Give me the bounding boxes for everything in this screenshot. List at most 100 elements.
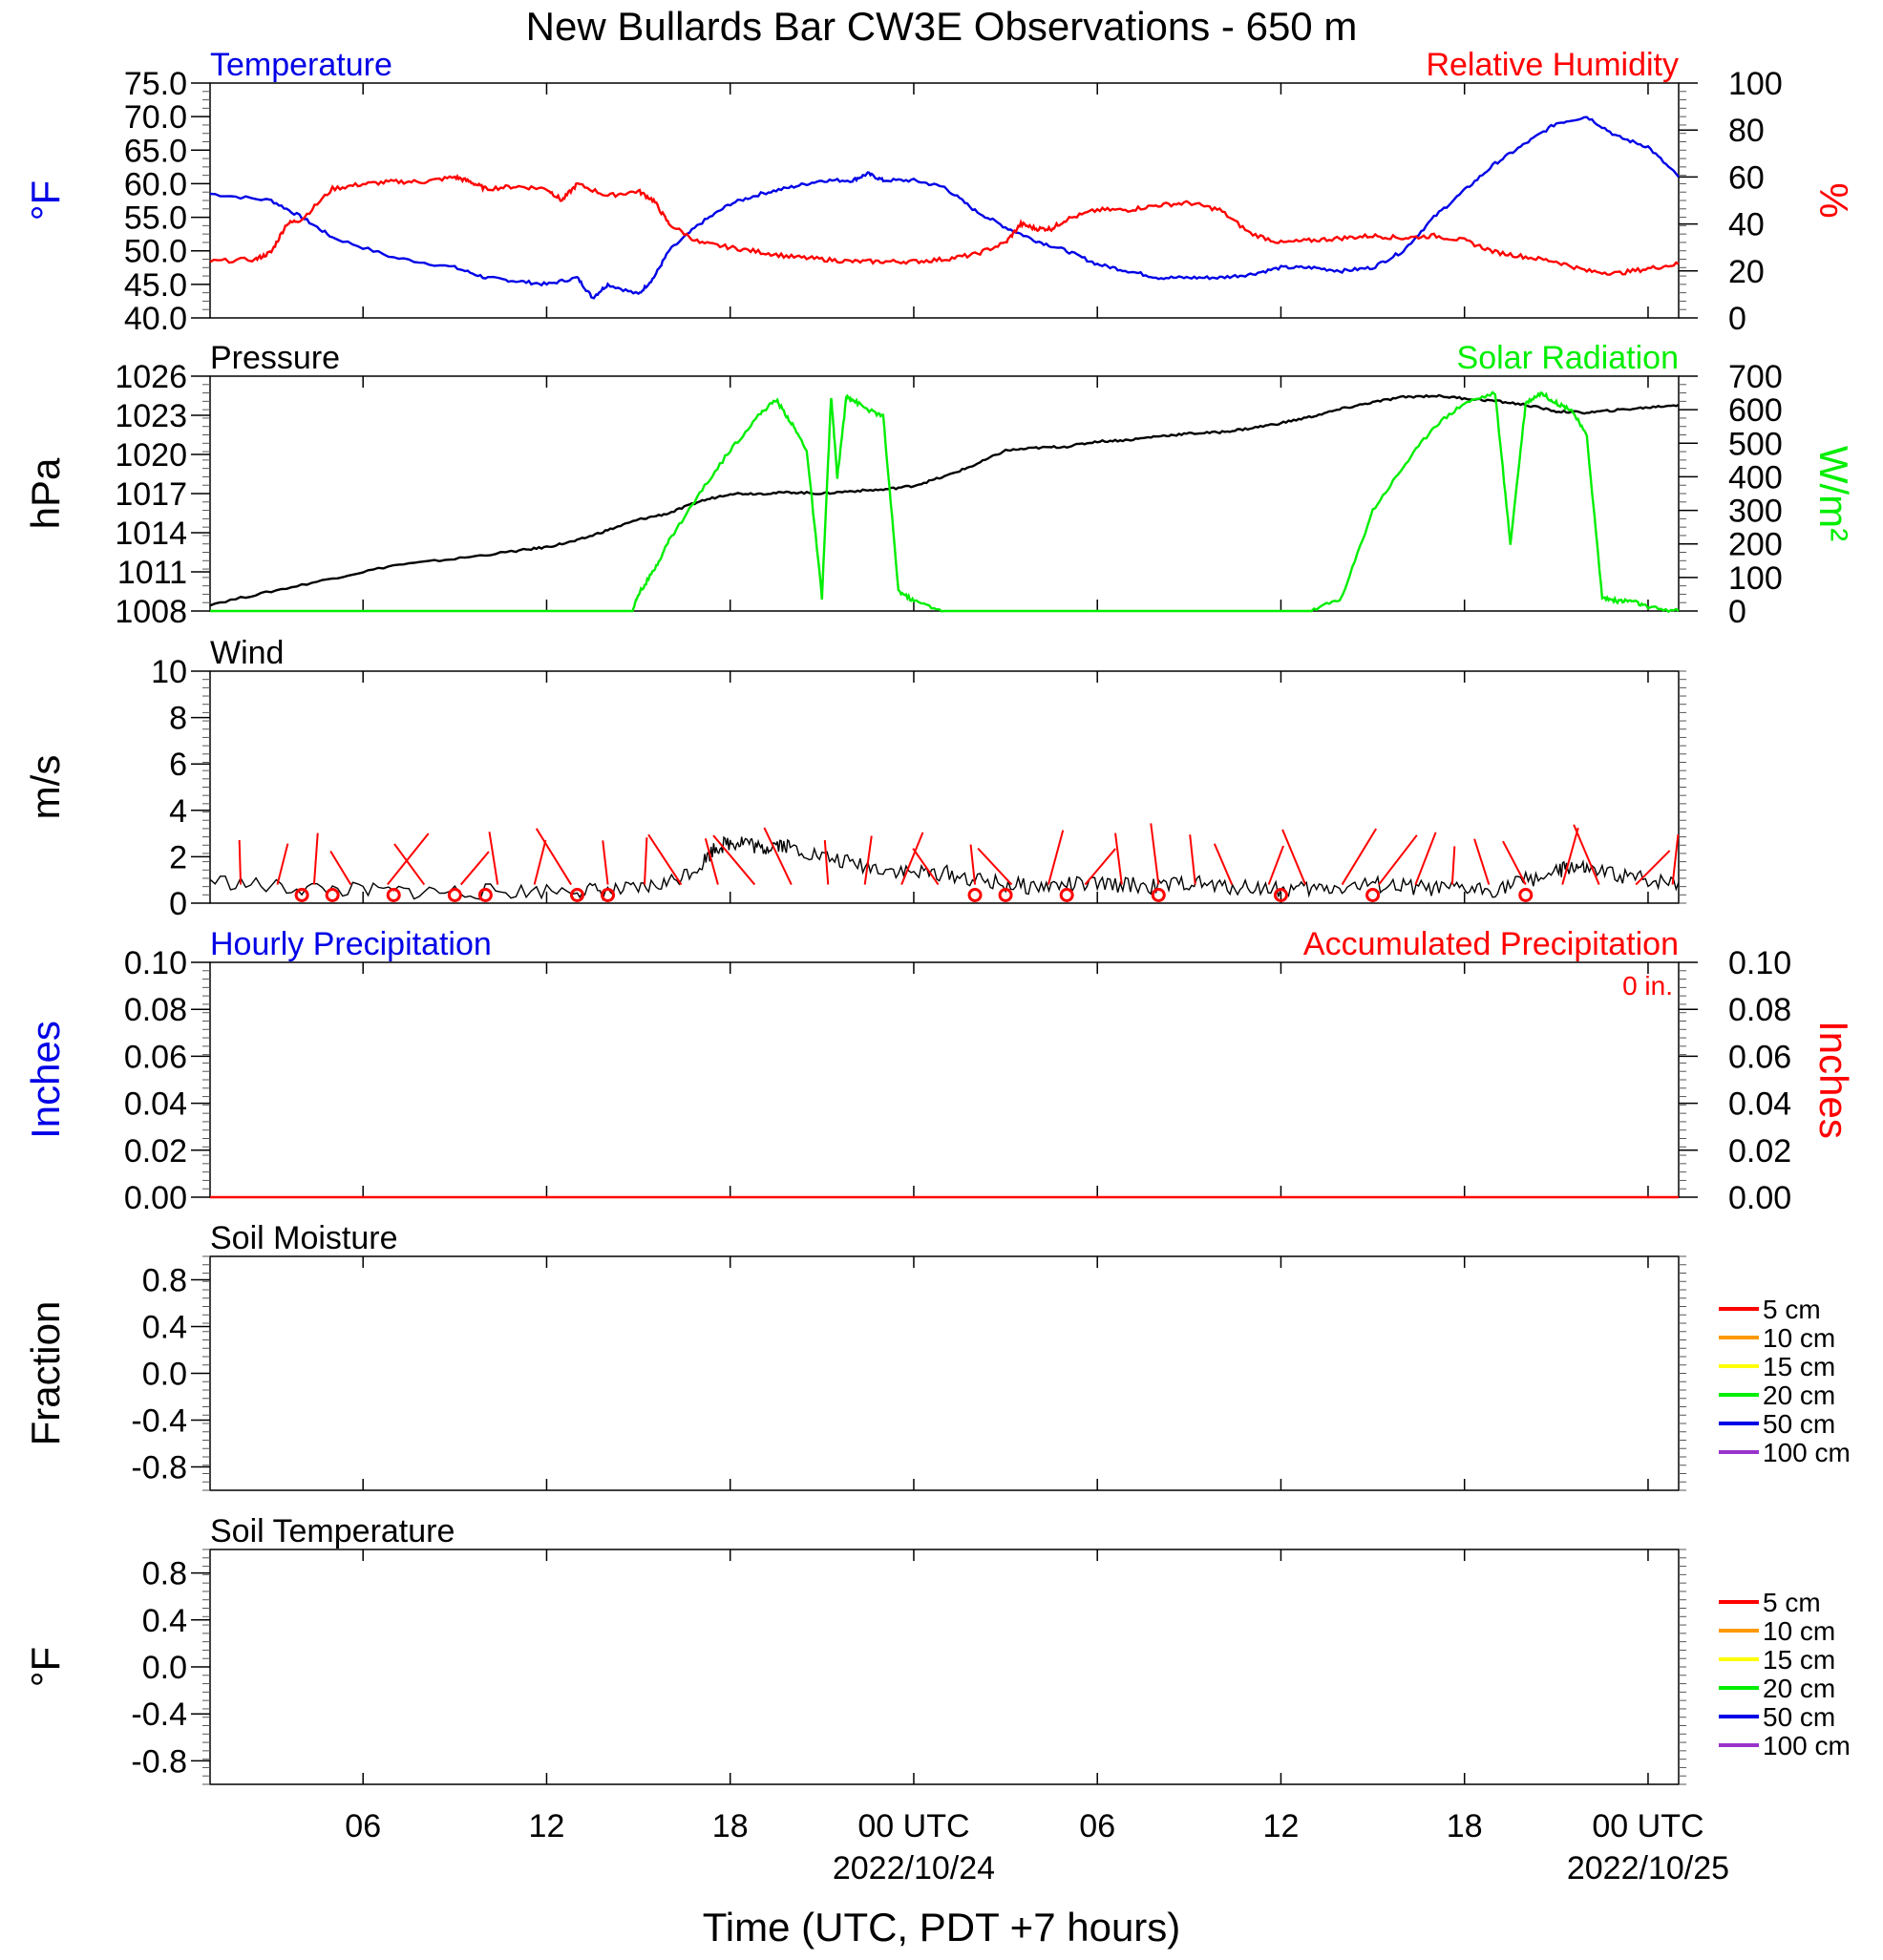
y-tick-label-left: -0.8 <box>131 1743 187 1780</box>
y-tick-label-left: 45.0 <box>124 267 187 304</box>
wind-barb <box>1047 830 1065 885</box>
wind-barb <box>969 844 977 885</box>
y-axis-label-left: m/s <box>23 755 68 820</box>
x-date-label: 2022/10/24 <box>833 1850 995 1886</box>
calm-wind-marker <box>1365 887 1381 902</box>
panel-title-right: Accumulated Precipitation <box>1303 926 1679 962</box>
y-tick-label-left: 75.0 <box>124 66 187 102</box>
wind-barb <box>1281 829 1307 885</box>
panel-frame <box>209 1255 1680 1491</box>
panel-precip: 0.10 0.08 0.06 0.04 0.02 0.00 0.10 0.08 0.06 0.04… <box>23 926 1856 1216</box>
series-line-temp_rh-1 <box>209 173 1680 276</box>
calm-wind-marker <box>1273 887 1288 902</box>
calm-wind-marker <box>1518 887 1534 902</box>
calm-wind-marker <box>1059 887 1074 902</box>
wind-barb <box>704 838 719 885</box>
calm-wind-marker <box>998 887 1013 902</box>
legend-label: 10 cm <box>1763 1323 1835 1353</box>
y-tick-label-right: 0.08 <box>1728 992 1791 1028</box>
wind-barb <box>1341 828 1378 886</box>
panel-title-right: Solar Radiation <box>1457 340 1679 376</box>
legend-label: 100 cm <box>1763 1438 1851 1467</box>
wind-barb <box>1267 845 1284 885</box>
wind-barb <box>535 828 572 886</box>
x-axis-label: Time (UTC, PDT +7 hours) <box>703 1905 1181 1949</box>
y-tick-label-right: 700 <box>1728 359 1783 395</box>
y-tick-label-left: 0.8 <box>142 1263 187 1299</box>
wind-barb <box>312 832 319 885</box>
y-tick-label-left: 55.0 <box>124 200 187 237</box>
wind-barb <box>1561 827 1579 885</box>
y-tick-label-left: 1026 <box>115 359 187 395</box>
y-tick-label-left: 0.4 <box>142 1310 187 1346</box>
y-tick-label-left: 1020 <box>115 437 187 474</box>
y-tick-label-right: 20 <box>1728 254 1765 290</box>
series-line-temp_rh-0 <box>209 116 1680 300</box>
y-axis-label-left: Inches <box>23 1021 68 1139</box>
y-tick-label-left: 0.02 <box>124 1133 187 1170</box>
panels: 75.070.065.060.055.050.045.040.010080604… <box>23 47 1856 1785</box>
x-tick-label: 00 UTC <box>857 1808 969 1844</box>
y-axis-label-right: W/m² <box>1811 446 1856 541</box>
y-axis-label-right: Inches <box>1811 1021 1856 1139</box>
panel-soil_moist: 0.8 0.4 0.0 -0.4 -0.8 Soil Moisture Fraction 5 … <box>23 1220 1851 1491</box>
y-axis-label-left: °F <box>23 180 68 221</box>
wind-barb <box>1414 832 1437 885</box>
x-tick-label: 00 UTC <box>1592 1808 1703 1844</box>
legend-label: 20 cm <box>1763 1380 1835 1410</box>
wind-barb <box>1084 848 1116 886</box>
x-tick-label: 12 <box>1263 1808 1300 1844</box>
wind-barb <box>393 843 426 886</box>
accumulated-precip-value: 0 in. <box>1622 971 1673 1001</box>
y-tick-label-left: 65.0 <box>124 133 187 169</box>
y-tick-label-left: 0.0 <box>142 1357 187 1393</box>
y-tick-label-left: 1017 <box>115 476 187 513</box>
wind-barb <box>1150 823 1160 885</box>
panel-title-left: Soil Moisture <box>210 1220 398 1256</box>
wind-barb <box>533 839 547 885</box>
x-tick-label: 12 <box>529 1808 565 1844</box>
y-axis-label-left: °F <box>23 1647 68 1687</box>
panel-title-left: Hourly Precipitation <box>210 926 492 962</box>
y-tick-label-left: 2 <box>169 839 187 875</box>
y-tick-label-left: 0 <box>169 886 187 922</box>
panel-title-left: Temperature <box>210 47 392 83</box>
wind-barb <box>863 835 873 885</box>
x-axis: 06 12 18 00 UTC 06 12 18 00 UTC 2022/10/24 2022/1… <box>345 1808 1729 1886</box>
wind-barb <box>1502 840 1527 886</box>
y-tick-label-left: 0.4 <box>142 1603 187 1639</box>
panel-title-left: Pressure <box>210 340 340 376</box>
y-tick-label-left: 50.0 <box>124 234 187 270</box>
x-tick-label: 06 <box>1079 1808 1115 1844</box>
calm-wind-marker <box>1151 887 1166 902</box>
wind-barb <box>763 827 793 885</box>
x-date-label: 2022/10/25 <box>1567 1850 1729 1886</box>
legend-label: 50 cm <box>1763 1702 1835 1732</box>
wind-barb <box>602 840 609 885</box>
wind-barb <box>1450 846 1456 885</box>
chart-title: New Bullards Bar CW3E Observations - 650… <box>526 4 1358 49</box>
wind-barb <box>1189 834 1196 885</box>
calm-wind-marker <box>477 887 493 902</box>
panel-wind: 10 8 6 4 2 0 Wind m/s <box>23 635 1686 922</box>
y-tick-label-left: 10 <box>151 654 187 690</box>
y-tick-label-right: 0.02 <box>1728 1133 1791 1170</box>
wind-barb <box>1213 843 1234 885</box>
y-tick-label-left: 0.00 <box>124 1180 187 1216</box>
wind-barb <box>1378 834 1418 886</box>
legend-label: 50 cm <box>1763 1409 1835 1439</box>
wind-barb <box>1573 824 1600 885</box>
y-tick-label-right: 0.06 <box>1728 1039 1791 1075</box>
y-tick-label-right: 100 <box>1728 560 1783 597</box>
y-tick-label-left: 1014 <box>115 516 187 552</box>
y-tick-label-left: -0.4 <box>131 1697 187 1733</box>
wind-barb <box>1635 850 1671 886</box>
y-tick-label-right: 100 <box>1728 66 1783 102</box>
calm-wind-marker <box>386 887 401 902</box>
y-tick-label-left: 1023 <box>115 398 187 434</box>
calm-wind-marker <box>570 887 584 902</box>
wind-barb <box>329 850 352 886</box>
panel-frame <box>209 1549 1680 1785</box>
calm-wind-marker <box>601 887 616 902</box>
